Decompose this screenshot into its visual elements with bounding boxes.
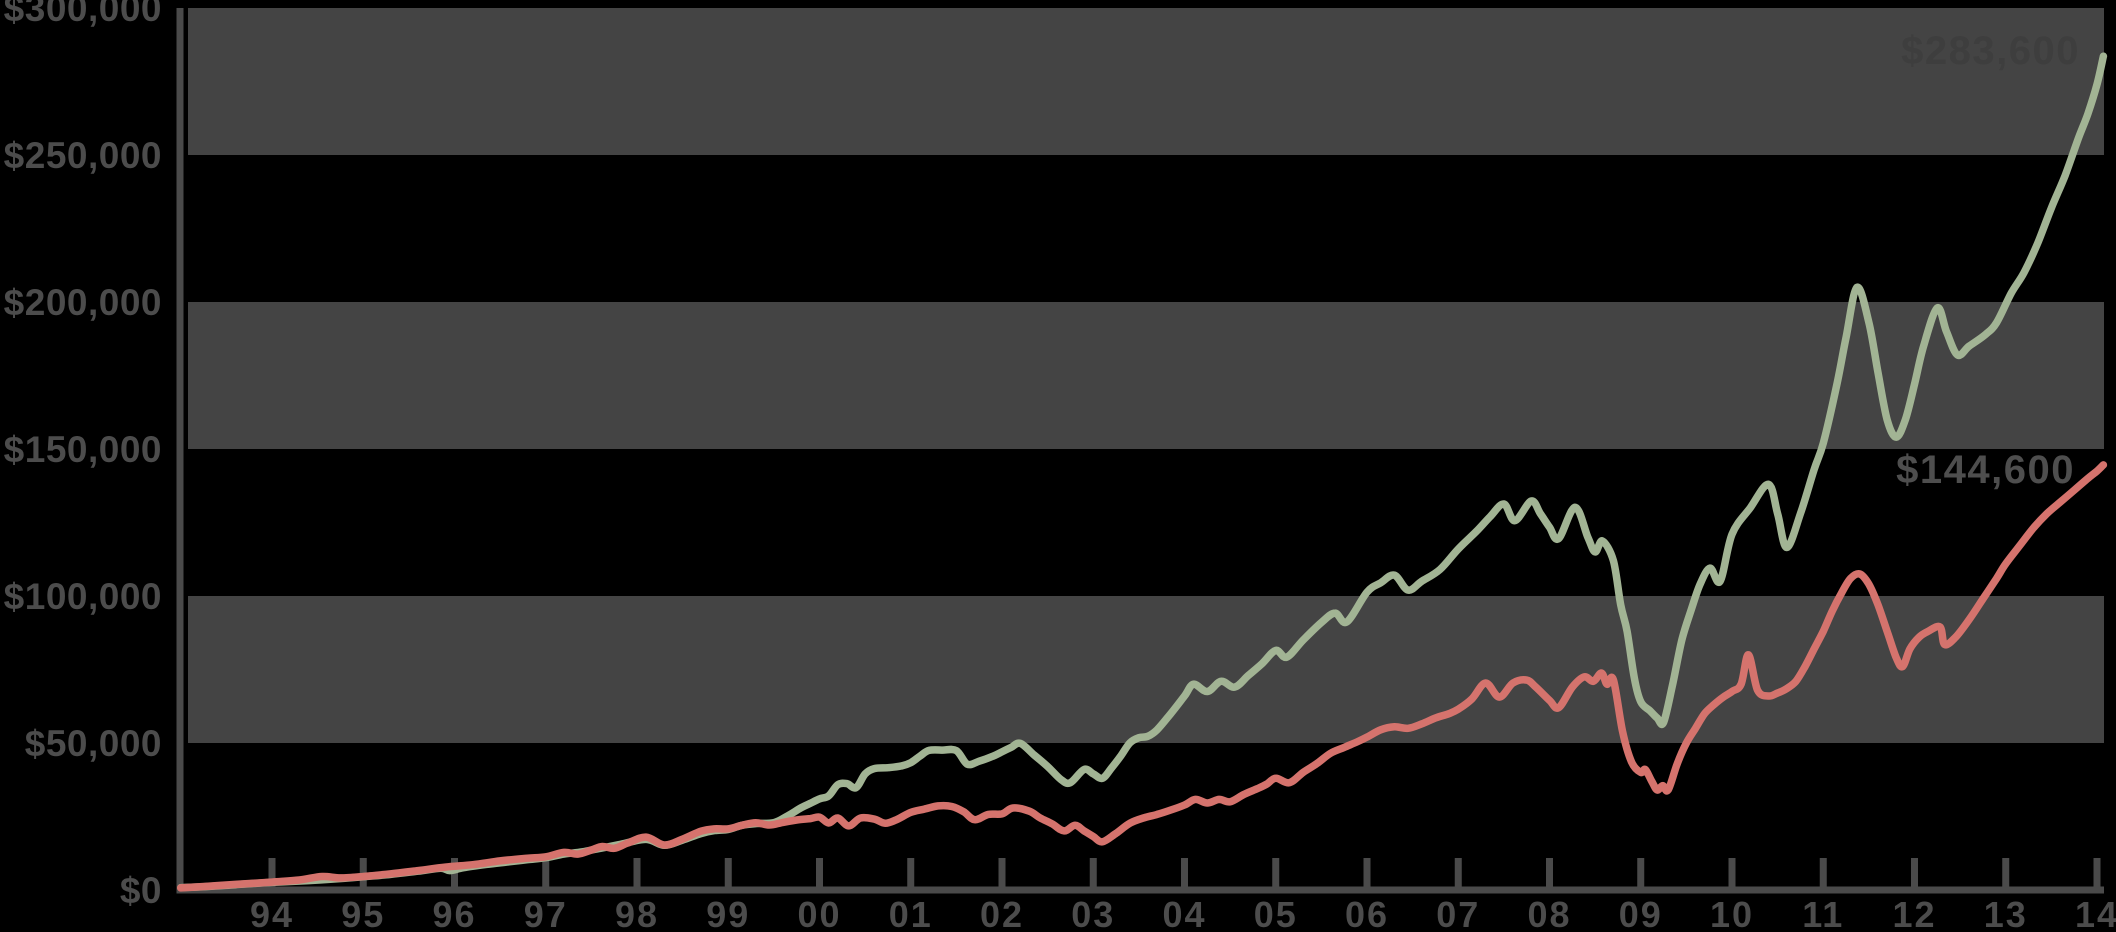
y-axis-label: $250,000 bbox=[4, 135, 162, 176]
green-series-end-value-label: $283,600 bbox=[1901, 29, 2080, 73]
y-axis-label: $0 bbox=[120, 870, 162, 911]
red-series-line bbox=[177, 461, 2108, 892]
x-axis-label: 05 bbox=[1254, 894, 1298, 932]
x-axis-label: 04 bbox=[1162, 894, 1206, 932]
x-axis-label: 95 bbox=[341, 894, 385, 932]
y-axis-label: $100,000 bbox=[4, 576, 162, 617]
plot-band bbox=[188, 596, 2104, 743]
x-axis-label: 96 bbox=[432, 894, 476, 932]
x-axis-label: 07 bbox=[1436, 894, 1480, 932]
x-axis-label: 99 bbox=[706, 894, 750, 932]
plot-band bbox=[188, 8, 2104, 155]
x-axis-label: 11 bbox=[1802, 894, 1844, 932]
green-series-line bbox=[177, 52, 2108, 892]
red-series-end-value-label: $144,600 bbox=[1896, 448, 2075, 492]
y-axis-label: $300,000 bbox=[4, 0, 162, 29]
y-axis-label: $200,000 bbox=[4, 282, 162, 323]
y-axis-label: $50,000 bbox=[25, 723, 162, 764]
x-axis-label: 13 bbox=[1984, 894, 2028, 932]
x-axis-label: 12 bbox=[1892, 894, 1936, 932]
y-axis-label: $150,000 bbox=[4, 429, 162, 470]
x-axis-label: 03 bbox=[1071, 894, 1115, 932]
x-axis-label: 10 bbox=[1710, 894, 1754, 932]
x-axis-label: 98 bbox=[615, 894, 659, 932]
plot-band bbox=[188, 302, 2104, 449]
x-axis-label: 14 bbox=[2075, 894, 2116, 932]
x-axis-label: 00 bbox=[797, 894, 841, 932]
x-axis-label: 08 bbox=[1527, 894, 1571, 932]
x-axis-label: 97 bbox=[524, 894, 568, 932]
x-axis-label: 09 bbox=[1619, 894, 1663, 932]
x-axis-label: 06 bbox=[1345, 894, 1389, 932]
x-axis-label: 94 bbox=[250, 894, 294, 932]
x-axis-label: 02 bbox=[980, 894, 1024, 932]
x-axis-label: 01 bbox=[889, 894, 933, 932]
